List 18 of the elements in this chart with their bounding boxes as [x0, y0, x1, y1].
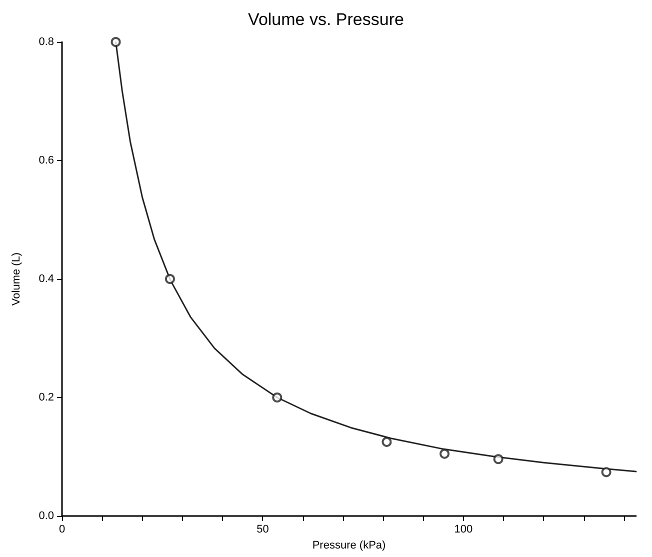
y-axis-title: Volume (L): [10, 252, 22, 306]
point: [382, 436, 392, 447]
chart-title: Volume vs. Pressure: [248, 10, 404, 29]
point: [110, 37, 121, 47]
y-tick-label: 0.4: [38, 273, 54, 285]
point: [272, 392, 282, 402]
x-tick-label: 100: [454, 524, 473, 536]
x-tick-label: 50: [256, 524, 269, 536]
y-tick-label: 0.8: [38, 36, 54, 48]
x-tick-label: 0: [58, 524, 66, 536]
y-tick-label: 0.2: [38, 392, 54, 404]
point: [493, 454, 504, 464]
y-tick-label: 0.0: [38, 510, 54, 522]
point: [601, 467, 612, 478]
y-tick-label: 0.6: [38, 154, 54, 166]
point: [164, 274, 175, 284]
x-axis-title: Pressure (kPa): [312, 540, 386, 552]
point: [440, 448, 450, 459]
